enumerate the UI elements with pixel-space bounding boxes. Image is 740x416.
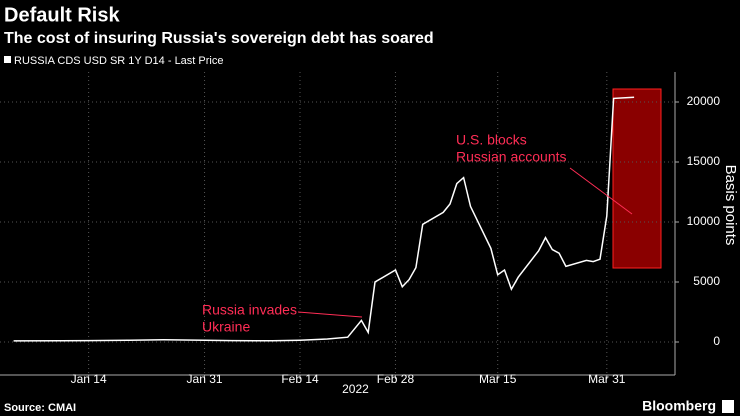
highlight-box xyxy=(612,88,662,269)
annotation-text: Russia invades xyxy=(202,302,297,318)
x-tick-label: Jan 31 xyxy=(187,372,223,386)
y-tick-label: 10000 xyxy=(687,214,721,228)
brand: Bloomberg xyxy=(642,398,716,414)
y-tick-label: 5000 xyxy=(693,274,720,288)
chart-subtitle: The cost of insuring Russia's sovereign … xyxy=(4,30,434,47)
annotation-arrow xyxy=(569,167,633,215)
legend-swatch xyxy=(4,56,11,63)
x-tick-label: Mar 15 xyxy=(479,372,517,386)
annotation-arrow xyxy=(297,311,363,318)
brand-icon xyxy=(722,400,734,413)
annotation-text: U.S. blocks xyxy=(456,132,527,148)
y-axis-label: Basis points xyxy=(722,165,739,246)
x-tick-label: Feb 28 xyxy=(377,372,415,386)
y-tick-label: 20000 xyxy=(687,94,721,108)
legend-label: RUSSIA CDS USD SR 1Y D14 - Last Price xyxy=(14,55,223,67)
x-year-label: 2022 xyxy=(342,382,369,396)
y-tick-label: 0 xyxy=(713,334,720,348)
annotation-text: Russian accounts xyxy=(456,149,567,165)
x-tick-label: Mar 31 xyxy=(588,372,626,386)
chart-title: Default Risk xyxy=(4,4,120,26)
x-tick-label: Feb 14 xyxy=(281,372,319,386)
source: Source: CMAI xyxy=(4,402,76,414)
y-tick-label: 15000 xyxy=(687,154,721,168)
x-tick-label: Jan 14 xyxy=(71,372,107,386)
annotation-text: Ukraine xyxy=(202,319,250,335)
line-series xyxy=(13,96,635,342)
